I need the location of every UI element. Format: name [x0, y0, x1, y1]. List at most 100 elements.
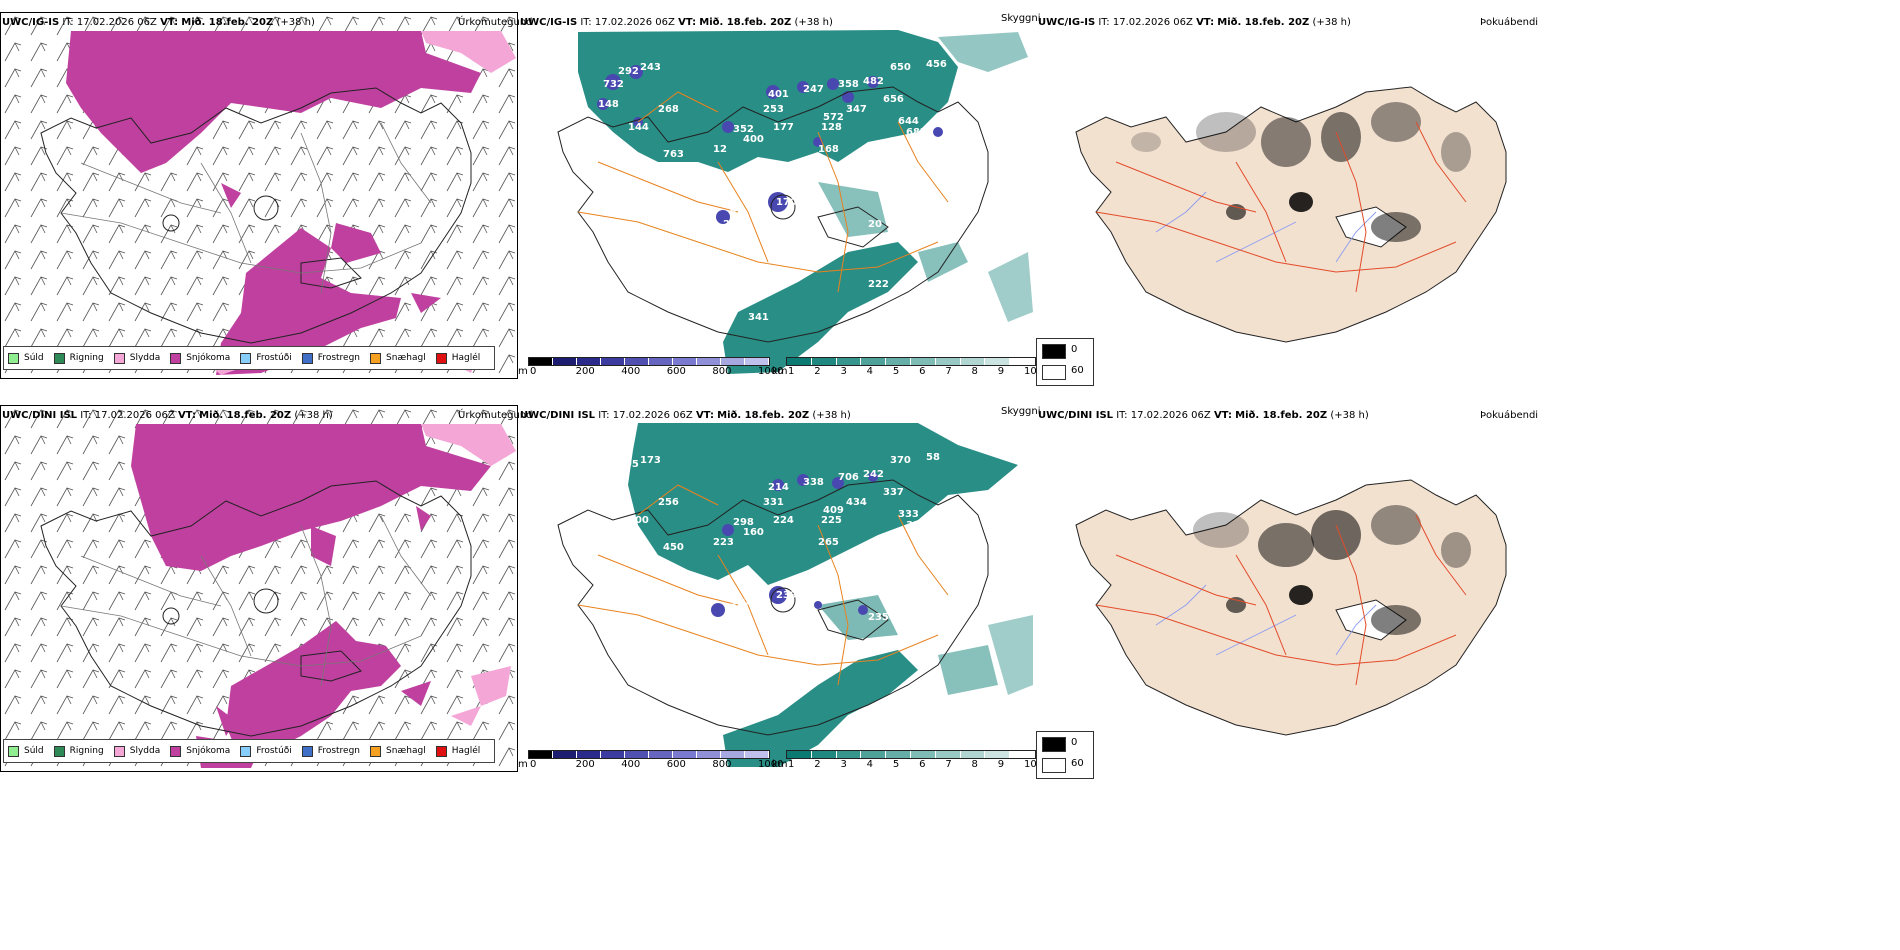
cloud-base-label: 706: [838, 472, 859, 483]
road-network: [577, 484, 949, 686]
panel-title-fog-row1: UWC/IG-IS IT: 17.02.2026 06Z VT: Mið. 18…: [1038, 17, 1351, 28]
legend-item: Haglél: [435, 352, 480, 364]
cloud-base-label: 168: [818, 144, 839, 155]
cloud-base-label: 160: [743, 527, 764, 538]
cloud-base-label: 47: [723, 612, 737, 623]
cloud-base-label: 572: [823, 112, 844, 123]
legend-label: Frostúði: [256, 353, 292, 363]
cloud-base-label: 495: [618, 459, 639, 470]
legend-item: Frostregn: [301, 745, 360, 757]
cloud-base-label: 333: [898, 509, 919, 520]
colorbar-tick: 7: [945, 759, 952, 770]
cloud-base-patches: [597, 65, 943, 224]
colorbar-segment: [697, 751, 721, 758]
colorbar-segment: [529, 751, 553, 758]
cloud-base-label: 352: [733, 124, 754, 135]
road-network: [60, 122, 432, 294]
fog-legend-row2: 0 60: [1036, 731, 1094, 779]
legend-label: Súld: [24, 746, 44, 756]
colorbar-tick: 8: [971, 759, 978, 770]
colorbar-tick: 4: [866, 759, 874, 770]
cloud-base-label: 223: [713, 537, 734, 548]
colorbar-segment: [625, 358, 649, 365]
cloud-base-label: 358: [838, 79, 859, 90]
legend-item: Frostúði: [240, 352, 292, 364]
legend-item: Frostregn: [301, 352, 360, 364]
cloud-base-label: 148: [598, 99, 619, 110]
legend-swatch: [370, 745, 382, 757]
colorbar-tick: 2: [814, 366, 821, 377]
colorbar-tick: 1000: [758, 366, 784, 377]
colorbar-tick: 10: [1024, 759, 1037, 770]
colorbar-tick: 1000: [758, 759, 784, 770]
cloud-base-label: 22: [723, 219, 737, 230]
colorbar-segment: [985, 751, 1011, 758]
legend-swatch: [113, 352, 125, 364]
colorbar-segment: [935, 358, 961, 365]
cloud-base-label: 47: [730, 204, 744, 215]
cloud-base-label: 370: [890, 455, 911, 466]
road-network: [1095, 514, 1467, 686]
panel-name-cloud-row1: Skyggni: [1001, 13, 1041, 24]
cloud-base-label: 12: [598, 492, 612, 503]
coastline: [557, 479, 989, 736]
cloud-base-label: 47: [913, 209, 927, 220]
colorbar-tick: 600: [666, 366, 686, 377]
colorbar-segment: [836, 751, 862, 758]
cloud-base-label: 763: [663, 149, 684, 160]
legend-item: Rigning: [53, 352, 104, 364]
precip-legend: Súld Rigning Slydda Snjókoma Frostúði Frostre…: [3, 739, 496, 763]
legend-swatch: [170, 745, 182, 757]
legend-swatch: [435, 745, 447, 757]
cloud-base-label: 656: [883, 94, 904, 105]
fog-high-swatch: [1042, 344, 1066, 359]
colorbar-tick: 600: [666, 759, 686, 770]
colorbar-tick: 0: [530, 366, 537, 377]
colorbar-segment: [697, 358, 721, 365]
colorbar-tick: 800: [712, 759, 732, 770]
colorbar-tick: 3: [840, 759, 847, 770]
colorbar-tick: 8: [971, 366, 978, 377]
legend-swatch: [8, 352, 19, 364]
panel-name-precip-row2: Úrkomutegund: [458, 410, 533, 421]
panel-name-fog-row2: Þokuábendi: [1480, 410, 1539, 421]
fog-map: [1075, 479, 1507, 736]
sleet-area: [421, 424, 516, 726]
cloud-base-label: 173: [640, 455, 661, 466]
fog-high-swatch: [1042, 737, 1066, 752]
precip-legend: Súld Rigning Slydda Snjókoma Frostúði Frostre…: [3, 346, 496, 370]
legend-swatch: [8, 745, 19, 757]
colorbar-segment: [745, 751, 769, 758]
panel-title-cloud-row2: UWC/DINI ISL IT: 17.02.2026 06Z VT: Mið.…: [520, 410, 851, 421]
legend-swatch: [240, 352, 252, 364]
cloud-base-label: 256: [658, 497, 679, 508]
colorbar-segment: [960, 751, 986, 758]
colorbar-segment: [721, 358, 745, 365]
colorbar-tick: 1: [788, 366, 795, 377]
cloud-base-label: 564: [638, 164, 659, 175]
colorbar-segment: [1010, 751, 1035, 758]
cloud-base-label: 450: [663, 542, 684, 553]
colorbar-segment: [721, 751, 745, 758]
cloud-base-label: 58: [926, 452, 940, 463]
cloud-base-label: 35: [913, 602, 927, 613]
legend-swatch: [301, 352, 313, 364]
panel-name-precip-row1: Úrkomutegund: [458, 17, 533, 28]
fog-low-swatch: [1042, 365, 1066, 380]
legend-swatch: [435, 352, 447, 364]
panel-title-cloud-row1: UWC/IG-IS IT: 17.02.2026 06Z VT: Mið. 18…: [520, 17, 833, 28]
colorbar-tick: 800: [712, 366, 732, 377]
cloud-base-label: 222: [868, 279, 889, 290]
colorbar-segment: [577, 358, 601, 365]
legend-item: Slydda: [113, 352, 160, 364]
legend-label: Snjókoma: [186, 746, 231, 756]
legend-swatch: [53, 745, 65, 757]
fog-low-swatch: [1042, 758, 1066, 773]
colorbar-segment: [673, 751, 697, 758]
legend-label: Rigning: [69, 746, 104, 756]
colorbar-tick: 0: [530, 759, 537, 770]
cloud-base-label: 732: [603, 79, 624, 90]
colorbar-segment: [553, 358, 577, 365]
cloud-base-label: 225: [821, 515, 842, 526]
cloud-base-label: 128: [821, 122, 842, 133]
